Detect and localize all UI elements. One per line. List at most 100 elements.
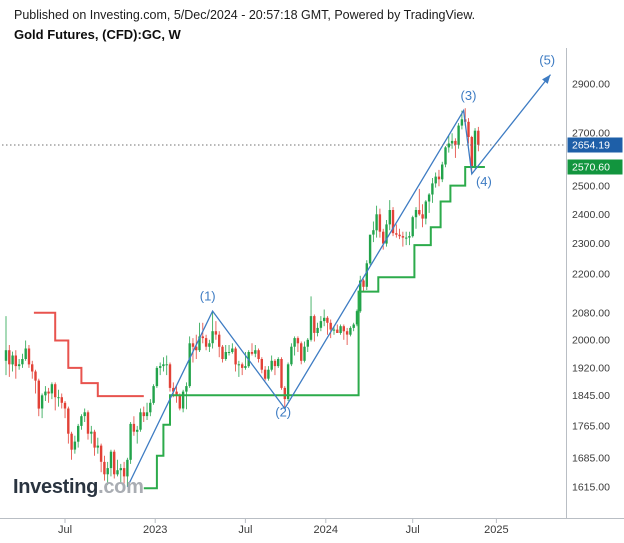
wave-label: (4) — [476, 174, 492, 189]
candle — [168, 362, 172, 392]
candle — [431, 178, 434, 203]
candle — [270, 355, 273, 372]
x-axis-label: 2023 — [143, 524, 167, 536]
x-axis-label: 2024 — [314, 524, 338, 536]
candle — [136, 425, 139, 444]
candle — [70, 431, 73, 460]
candle — [221, 345, 224, 363]
candle — [129, 422, 132, 464]
stop-badge-label: 2570.60 — [572, 162, 610, 174]
y-axis-label: 2700.00 — [572, 128, 610, 140]
candle — [231, 343, 234, 354]
candle — [152, 384, 155, 405]
candle — [257, 348, 260, 363]
candle — [457, 123, 460, 149]
candle — [234, 346, 237, 372]
candle — [214, 321, 218, 340]
y-axis-label: 1845.00 — [572, 390, 610, 402]
candle — [260, 357, 263, 374]
candle — [372, 221, 375, 243]
candle — [103, 455, 106, 481]
y-axis-label: 2200.00 — [572, 269, 610, 281]
x-axis-label: Jul — [58, 524, 72, 536]
candle — [116, 459, 119, 477]
candle — [60, 393, 63, 409]
wave-label: (2) — [275, 404, 291, 419]
watermark-suffix: .com — [98, 476, 144, 498]
candle — [427, 193, 431, 213]
candle — [254, 345, 257, 358]
candle — [119, 463, 122, 483]
candle — [290, 343, 293, 367]
candle — [263, 366, 267, 381]
y-axis-label: 2080.00 — [572, 307, 610, 319]
wave-label: (3) — [461, 88, 477, 103]
candle — [4, 316, 8, 376]
candle — [224, 345, 227, 361]
candle — [93, 429, 96, 456]
candle — [139, 408, 142, 432]
wave-label: (5) — [539, 53, 555, 68]
candle — [159, 362, 162, 376]
candle — [283, 386, 286, 409]
candle — [477, 126, 480, 152]
candle — [211, 311, 214, 349]
candle — [441, 161, 444, 183]
candle — [306, 338, 309, 352]
published-line: Published on Investing.com, 5/Dec/2024 -… — [14, 8, 476, 22]
y-axis-label: 2500.00 — [572, 181, 610, 193]
candle — [73, 435, 77, 454]
y-axis-label: 2000.00 — [572, 334, 610, 346]
candle — [99, 443, 103, 473]
x-axis-label: 2025 — [484, 524, 508, 536]
candle — [31, 360, 34, 379]
candle — [63, 401, 67, 419]
candle — [309, 296, 313, 342]
elliott-wave-line — [126, 74, 552, 488]
candle — [447, 135, 450, 153]
x-axis-label: Jul — [238, 524, 252, 536]
candle — [14, 350, 17, 379]
candle — [113, 449, 116, 479]
y-axis-label: 1765.00 — [572, 420, 610, 432]
candle — [300, 341, 303, 365]
candle — [80, 414, 83, 430]
candle — [145, 402, 149, 420]
candle — [434, 172, 437, 188]
candle — [201, 322, 204, 344]
candle — [162, 357, 165, 372]
candle — [96, 437, 99, 454]
candle — [418, 188, 421, 216]
candle — [277, 357, 280, 368]
candle — [296, 336, 300, 352]
candle — [349, 326, 352, 337]
x-axis-label: Jul — [406, 524, 420, 536]
candle — [273, 359, 277, 376]
y-axis-label: 2300.00 — [572, 238, 610, 250]
candle — [319, 316, 323, 332]
candle — [86, 410, 90, 440]
candle — [405, 231, 408, 246]
candle — [365, 260, 368, 290]
candle — [8, 345, 11, 377]
candle — [437, 169, 441, 187]
candle — [375, 205, 378, 238]
candle — [47, 387, 50, 403]
candle — [401, 231, 405, 247]
candle — [336, 324, 339, 333]
y-axis-label: 1920.00 — [572, 362, 610, 374]
candle — [126, 457, 129, 487]
candle — [250, 343, 254, 356]
candle — [208, 339, 211, 352]
candle — [391, 207, 395, 237]
candle — [17, 359, 21, 370]
investing-watermark: Investing.com — [13, 476, 144, 499]
candle — [188, 336, 191, 388]
candle — [382, 228, 385, 250]
candle — [280, 357, 283, 390]
candle — [345, 327, 349, 345]
candle — [326, 316, 329, 335]
candle — [408, 231, 411, 246]
